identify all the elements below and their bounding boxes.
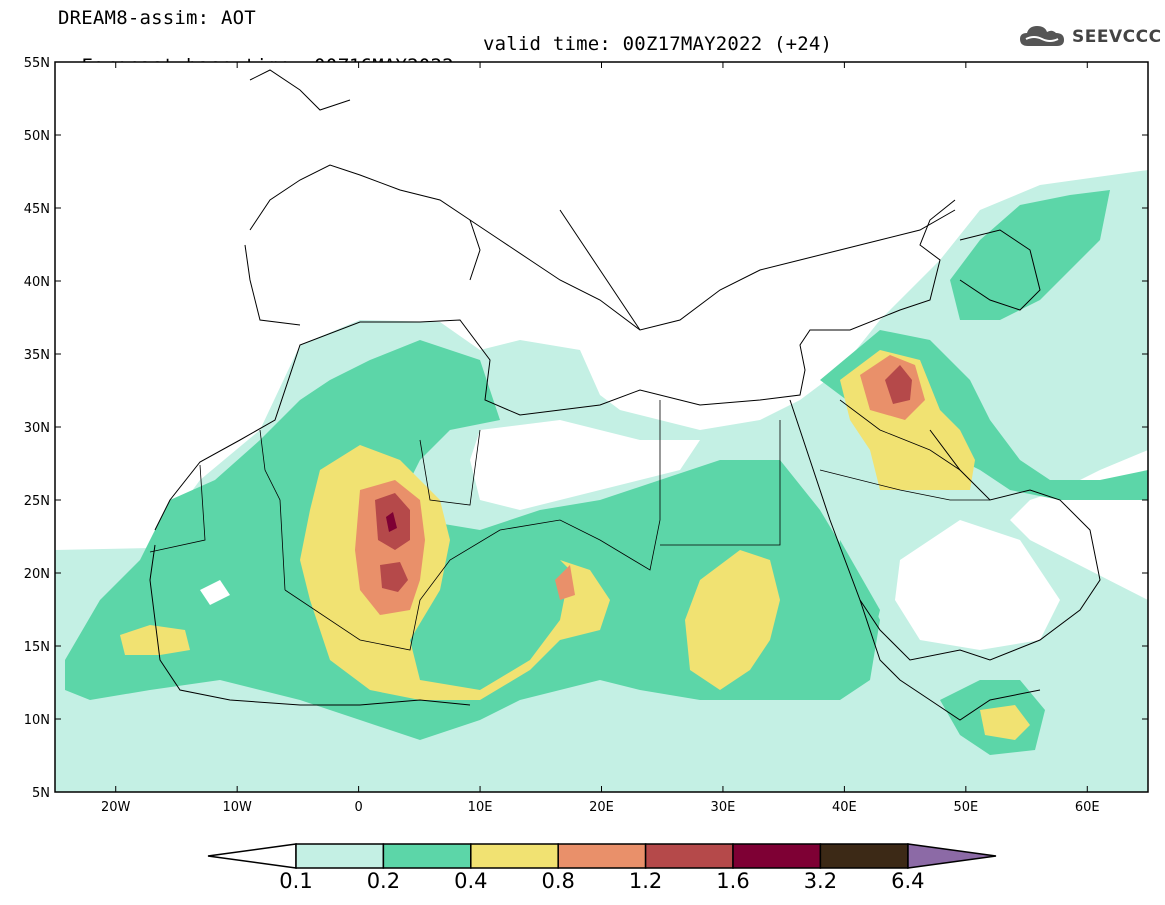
country-borders bbox=[149, 399, 990, 651]
colorbar-cell bbox=[644, 843, 734, 869]
lon-tick-label: 0 bbox=[354, 800, 362, 815]
coastlines bbox=[149, 69, 1101, 721]
colorbar-cell bbox=[382, 843, 472, 869]
colorbar-under-arrow bbox=[207, 843, 297, 869]
colorbar-cell bbox=[295, 843, 385, 869]
logo-text: SEEVCCC bbox=[1072, 27, 1162, 47]
lat-tick-label: 15N bbox=[24, 640, 50, 655]
lon-tick-label: 10E bbox=[468, 800, 493, 815]
aot-level-1.6-area bbox=[386, 512, 397, 532]
lat-tick-label: 20N bbox=[24, 567, 50, 582]
lat-tick-label: 45N bbox=[24, 202, 50, 217]
lon-tick-label: 20W bbox=[101, 800, 131, 815]
low-aot-areas bbox=[200, 420, 1060, 650]
latitude-axis: 55N 50N 45N 40N 35N 30N 25N 20N 15N 10N 5N bbox=[24, 56, 1148, 801]
valid-time: valid time: 00Z17MAY2022 (+24) bbox=[483, 33, 833, 55]
colorbar-level-label: 1.6 bbox=[716, 869, 750, 893]
longitude-axis: 20W 10W 0 10E 20E 30E 40E 50E 60E bbox=[101, 62, 1100, 815]
colorbar-level-label: 6.4 bbox=[891, 869, 925, 893]
colorbar-level-label: 0.2 bbox=[366, 869, 401, 893]
lat-tick-label: 40N bbox=[24, 275, 50, 290]
colorbar-cell bbox=[732, 843, 822, 869]
colorbar-level-label: 1.2 bbox=[628, 869, 663, 893]
lat-tick-label: 50N bbox=[24, 129, 50, 144]
colorbar-level-label: 0.8 bbox=[541, 869, 575, 893]
colorbar-level-label: 0.1 bbox=[279, 869, 313, 893]
lon-tick-label: 50E bbox=[953, 800, 978, 815]
lat-tick-label: 55N bbox=[24, 56, 50, 71]
lon-tick-label: 20E bbox=[589, 800, 614, 815]
chart-title: DREAM8-assim: AOT bbox=[58, 7, 256, 29]
colorbar-cell bbox=[819, 843, 909, 869]
lat-tick-label: 30N bbox=[24, 421, 50, 436]
colorbar-cell bbox=[557, 843, 647, 869]
colorbar-level-label: 0.4 bbox=[454, 869, 488, 893]
seevccc-logo: SEEVCCC bbox=[1018, 24, 1162, 50]
lat-tick-label: 5N bbox=[32, 786, 50, 801]
colorbar-over-arrow bbox=[907, 843, 997, 869]
lon-tick-label: 10W bbox=[222, 800, 252, 815]
lat-tick-label: 35N bbox=[24, 348, 50, 363]
colorbar-cell bbox=[470, 843, 559, 869]
colorbar-level-label: 3.2 bbox=[803, 869, 838, 893]
lon-tick-label: 60E bbox=[1075, 800, 1100, 815]
cloud-icon bbox=[1020, 26, 1064, 46]
lat-tick-label: 10N bbox=[24, 713, 50, 728]
lat-tick-label: 25N bbox=[24, 494, 50, 509]
lon-tick-label: 30E bbox=[711, 800, 736, 815]
lon-tick-label: 40E bbox=[832, 800, 857, 815]
